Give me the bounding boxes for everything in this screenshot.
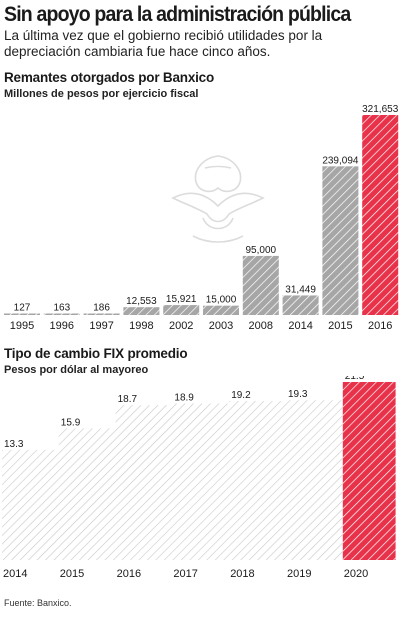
value-label-1995: 127 — [14, 303, 31, 314]
bar-2016 — [362, 115, 399, 315]
eagle-seal-watermark-icon — [171, 155, 265, 243]
x-tick-1997: 1997 — [89, 320, 113, 332]
value-label-2018: 19.2 — [231, 390, 251, 401]
bar-2015 — [322, 166, 359, 315]
x-tick-2003: 2003 — [209, 320, 233, 332]
value-label-2003: 15,000 — [206, 295, 237, 306]
value-label-2008: 95,000 — [246, 245, 277, 256]
x-tick-1996: 1996 — [50, 320, 74, 332]
bar-2008 — [242, 255, 279, 315]
chart1-title: Remantes otorgados por Banxico — [4, 70, 215, 85]
x-tick-2016: 2016 — [368, 320, 392, 332]
bar-2014 — [282, 295, 319, 315]
value-label-2020: 21.5 — [345, 376, 365, 382]
x-tick-2014: 2014 — [288, 320, 312, 332]
value-label-2016: 321,653 — [362, 104, 399, 115]
bar-2002 — [163, 305, 200, 315]
bar-2003 — [203, 305, 239, 315]
value-label-1997: 186 — [93, 303, 110, 314]
x-tick-1998: 1998 — [129, 320, 153, 332]
bar-1997 — [83, 313, 120, 315]
bar-2020 — [342, 382, 396, 560]
value-label-2016: 18.7 — [118, 394, 138, 405]
chart2-title: Tipo de cambio FIX promedio — [4, 346, 188, 361]
page-title: Sin apoyo para la administración pública — [4, 3, 351, 26]
value-label-2015: 15.9 — [61, 417, 81, 428]
x-tick-2018: 2018 — [230, 568, 254, 580]
x-tick-2016: 2016 — [117, 568, 141, 580]
x-tick-2017: 2017 — [173, 568, 197, 580]
x-tick-1995: 1995 — [10, 320, 34, 332]
bar-1998 — [123, 307, 160, 315]
source-note: Fuente: Banxico. — [4, 598, 72, 608]
value-label-2014: 13.3 — [4, 439, 24, 450]
value-label-1998: 12,553 — [126, 296, 157, 307]
bar-2019 — [286, 400, 343, 560]
value-label-2002: 15,921 — [166, 294, 197, 305]
x-tick-2015: 2015 — [328, 320, 352, 332]
bar-2017 — [172, 403, 230, 560]
x-tick-2015: 2015 — [60, 568, 84, 580]
chart1-subtitle: Millones de pesos por ejercicio fiscal — [4, 88, 199, 100]
x-tick-2020: 2020 — [344, 568, 368, 580]
fix-bar-chart: 13.3 2014 15.9 2015 18.7 2016 18.9 2017 19.2 2018… — [2, 376, 396, 580]
bar-2016 — [115, 405, 173, 560]
bar-2014 — [2, 449, 59, 560]
bar-2015 — [58, 428, 116, 560]
bar-2018 — [229, 401, 286, 560]
value-label-2019: 19.3 — [288, 389, 308, 400]
remanentes-bar-chart: 127 1995 163 1996 186 1997 12,553 1998 15,921 200… — [4, 104, 399, 332]
x-tick-2002: 2002 — [169, 320, 193, 332]
x-tick-2014: 2014 — [3, 568, 27, 580]
page-subtitle: La última vez que el gobierno recibió ut… — [4, 28, 323, 59]
x-tick-2019: 2019 — [287, 568, 311, 580]
x-tick-2008: 2008 — [249, 320, 273, 332]
chart2-subtitle: Pesos por dólar al mayoreo — [4, 364, 149, 376]
bar-1996 — [43, 313, 80, 315]
value-label-2015: 239,094 — [322, 155, 359, 166]
value-label-2017: 18.9 — [174, 393, 194, 404]
value-label-2014: 31,449 — [285, 284, 316, 295]
bar-1995 — [4, 313, 40, 315]
value-label-1996: 163 — [53, 303, 70, 314]
